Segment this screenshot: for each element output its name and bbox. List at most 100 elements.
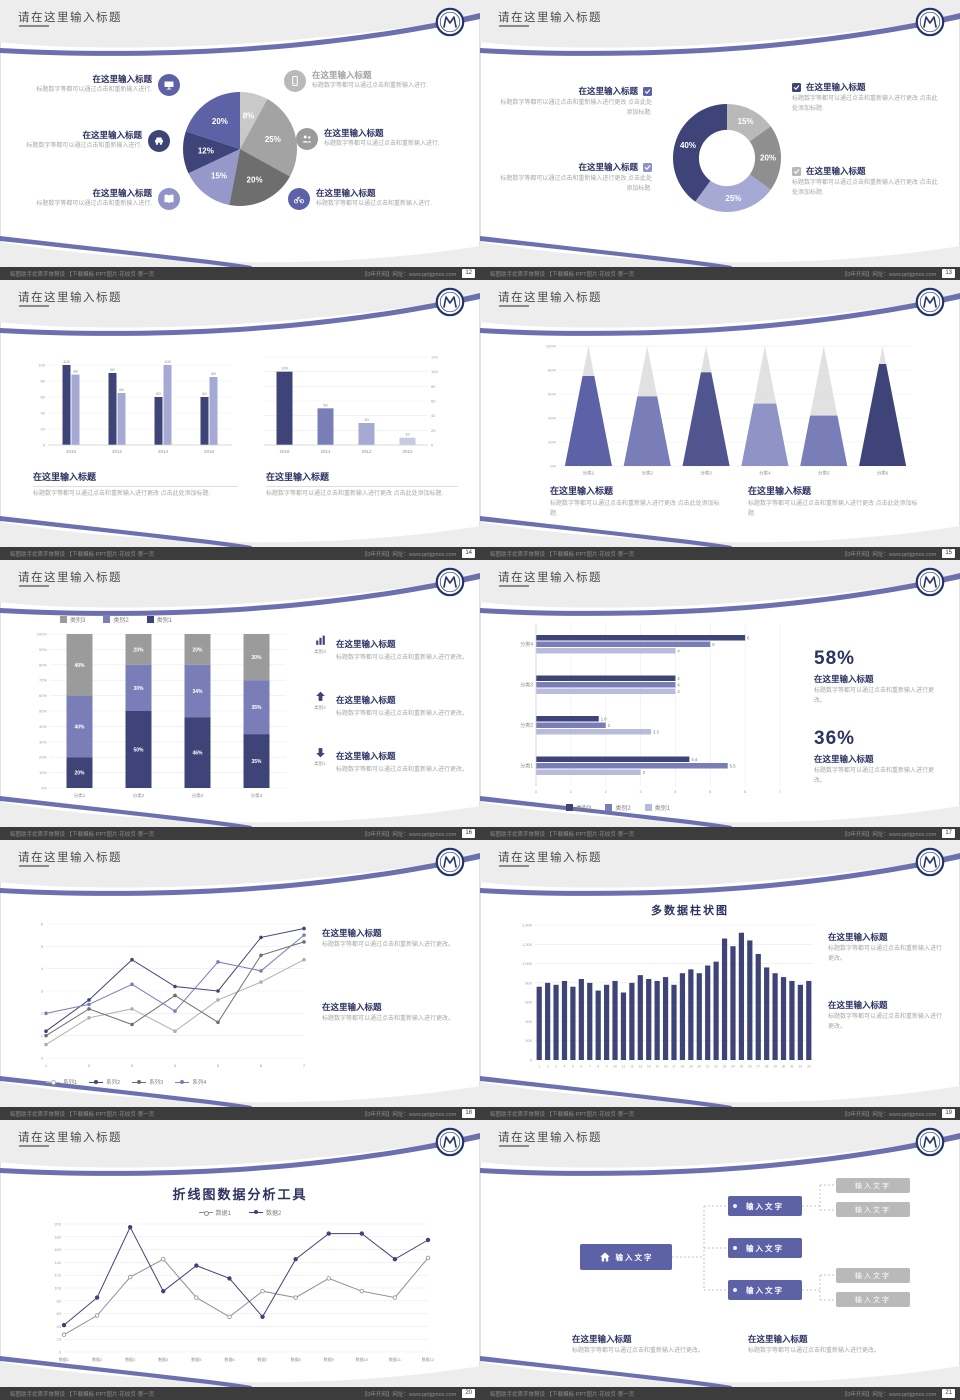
legend-swatch <box>103 616 111 623</box>
block-body: 标题数字等都可以通过点击和重新输入进行更改 点击此处添加标题. <box>266 491 444 497</box>
slide-20[interactable]: 请在这里输入标题 折线图数据分析工具 数据1 数据2 3 23 43 63 83 103 1… <box>0 1120 480 1400</box>
title-underline <box>499 305 529 307</box>
svg-text:分类6: 分类6 <box>877 470 889 477</box>
svg-text:17: 17 <box>672 1065 676 1069</box>
callout-body: 标题数字等都可以通过点击和重新输入进行. <box>36 201 152 208</box>
home-icon <box>599 1251 611 1263</box>
slide-15[interactable]: 请在这里输入标题 0% 20% 40% 60% 80% 100% 分类1 分类2 分类3 分类4 分… <box>480 280 960 560</box>
footer-right-text: 【0年开网】网址：www.pptjgmos.com <box>841 271 937 278</box>
svg-text:16: 16 <box>664 1065 668 1069</box>
flow-node: 输入文字 <box>728 1238 802 1258</box>
svg-text:90%: 90% <box>39 647 47 652</box>
grouped-bar-chart: 0204060801002010100882012906520146010020… <box>38 359 232 454</box>
svg-text:数据9: 数据9 <box>324 1356 335 1362</box>
svg-text:3: 3 <box>59 1350 62 1355</box>
page-number: 14 <box>462 549 475 558</box>
svg-text:40: 40 <box>41 411 46 416</box>
cone-chart: 0% 20% 40% 60% 80% 100% 分类1 分类2 分类3 分类4 分类5 分类6 <box>546 344 912 477</box>
feature-item: 类别3 在这里输入标题 标题数字等都可以通过点击和重新输入进行更改。 <box>310 634 468 664</box>
footer-left-text: 临图助手优质字体预设 【下载模板·PPT图片·花纹页·第一页 <box>490 551 635 558</box>
slide-title: 请在这里输入标题 <box>498 1132 602 1144</box>
flow-node: 输入文字 <box>728 1280 802 1300</box>
svg-text:20%: 20% <box>760 154 776 163</box>
footer-right-text: 【0年开网】网址：www.pptjgmos.com <box>841 551 937 558</box>
svg-text:3: 3 <box>41 989 44 994</box>
people-icon <box>296 128 318 150</box>
slide-title: 请在这里输入标题 <box>498 12 602 24</box>
svg-text:分类3: 分类3 <box>520 681 533 688</box>
node-dot <box>733 1204 737 1208</box>
chart-title: 多数据柱状图 <box>651 905 729 917</box>
legend-label: 类别3 <box>70 618 86 624</box>
svg-text:2: 2 <box>605 789 608 794</box>
slide-12[interactable]: 请在这里输入标题 8% 25% 20% 15% 12% 20% 在这里输入标题 标题数字等… <box>0 0 480 280</box>
node-label: 输入文字 <box>615 1252 654 1262</box>
legend-marker <box>89 1079 104 1084</box>
svg-text:9: 9 <box>606 1065 608 1069</box>
svg-text:12%: 12% <box>198 147 214 156</box>
footer-left-text: 临图助手优质字体预设 【下载模板·PPT图片·花纹页·第一页 <box>10 1111 155 1118</box>
svg-text:23: 23 <box>57 1337 62 1342</box>
icon-label: 类别3 <box>314 649 326 654</box>
svg-text:分类2: 分类2 <box>133 792 145 799</box>
slide-16[interactable]: 请在这里输入标题 类别3 类别2 类别1 0% 10% 20% 30% 40% 50% 60… <box>0 560 480 840</box>
svg-text:10: 10 <box>613 1065 617 1069</box>
slide-title: 请在这里输入标题 <box>18 852 122 864</box>
slide-21[interactable]: 请在这里输入标题 输入文字 输入文字 输入文字 输入文字 输入文字 输入文字 输… <box>480 1120 960 1400</box>
svg-text:40: 40 <box>431 413 436 418</box>
svg-text:26: 26 <box>748 1065 752 1069</box>
svg-text:2: 2 <box>88 1063 91 1068</box>
page-number: 20 <box>462 1389 475 1398</box>
svg-text:1.8: 1.8 <box>601 717 607 722</box>
svg-text:63: 63 <box>57 1311 62 1316</box>
block-body: 标题数字等都可以通过点击和重新输入进行更改 点击此处添加标题. <box>550 501 720 517</box>
item-title: 在这里输入标题 <box>336 695 396 705</box>
svg-text:数据3: 数据3 <box>125 1356 136 1362</box>
footer-left-text: 临图助手优质字体预设 【下载模板·PPT图片·花纹页·第一页 <box>10 831 155 838</box>
svg-text:46%: 46% <box>192 751 203 757</box>
legend-label: 数据2 <box>266 1211 282 1217</box>
callout-title: 在这里输入标题 <box>316 188 376 198</box>
svg-text:40%: 40% <box>548 416 556 421</box>
svg-text:分类4: 分类4 <box>520 641 533 648</box>
callout-title: 在这里输入标题 <box>92 74 152 84</box>
slide-13[interactable]: 请在这里输入标题 15% 20% 25% 40% 在这里输入标题 标题数字等都可以通过… <box>480 0 960 280</box>
svg-text:100%: 100% <box>37 632 48 637</box>
chart-legend: 类别3 类别2 类别1 <box>60 615 172 624</box>
footer-left-text: 临图助手优质字体预设 【下载模板·PPT图片·花纹页·第一页 <box>490 271 635 278</box>
slide-footer: 临图助手优质字体预设 【下载模板·PPT图片·花纹页·第一页 【0年开网】网址：… <box>0 267 480 280</box>
svg-text:15: 15 <box>655 1065 659 1069</box>
callout-item: 在这里输入标题 标题数字等都可以通过点击和重新输入进行. <box>28 74 180 96</box>
legend-marker <box>249 1210 263 1215</box>
slide-14[interactable]: 请在这里输入标题 0 20 40 60 80 100 2010 100 88 2012 90 65 20… <box>0 280 480 560</box>
svg-text:0: 0 <box>535 789 538 794</box>
svg-text:100: 100 <box>431 369 438 374</box>
text-block: 在这里输入标题 标题数字等都可以通过点击和重新输入进行更改。 <box>828 932 944 964</box>
svg-text:3: 3 <box>643 770 646 775</box>
svg-text:3: 3 <box>555 1065 557 1069</box>
block-body: 标题数字等都可以通过点击和重新输入进行更改 点击此处添加标题. <box>748 501 918 517</box>
item-title: 在这里输入标题 <box>806 82 866 92</box>
svg-text:50%: 50% <box>133 748 144 754</box>
svg-text:6: 6 <box>41 922 44 927</box>
svg-text:43: 43 <box>57 1324 62 1329</box>
block-body: 标题数字等都可以通过点击和重新输入进行更改。 <box>322 1016 455 1023</box>
footer-right-text: 【0年开网】网址：www.pptjgmos.com <box>361 551 457 558</box>
flow-node: 输入文字 <box>728 1196 802 1216</box>
text-block: 在这里输入标题 标题数字等都可以通过点击和重新输入进行更改 点击此处添加标题. <box>266 470 458 500</box>
legend-label: 系列3 <box>149 1080 164 1086</box>
block-body: 标题数字等都可以通过点击和重新输入进行更改。 <box>572 1348 705 1355</box>
svg-text:0: 0 <box>41 1056 44 1061</box>
phone-icon <box>284 70 306 92</box>
svg-text:143: 143 <box>54 1260 61 1265</box>
slide-17[interactable]: 请在这里输入标题 0 1 2 3 4 5 6 7 分类4 6 5 4 分类3 4 4 4 分类2 1.8 2 3.3 分… <box>480 560 960 840</box>
school-logo-icon <box>915 7 945 37</box>
item-title: 在这里输入标题 <box>336 639 396 649</box>
svg-text:1,000: 1,000 <box>522 961 533 966</box>
svg-text:2010: 2010 <box>66 449 77 454</box>
footer-right-text: 【0年开网】网址：www.pptjgmos.com <box>361 1111 457 1118</box>
school-logo-icon <box>915 567 945 597</box>
slide-19[interactable]: 请在这里输入标题 多数据柱状图 0 200 400 600 800 1,000 1,200 1… <box>480 840 960 1120</box>
